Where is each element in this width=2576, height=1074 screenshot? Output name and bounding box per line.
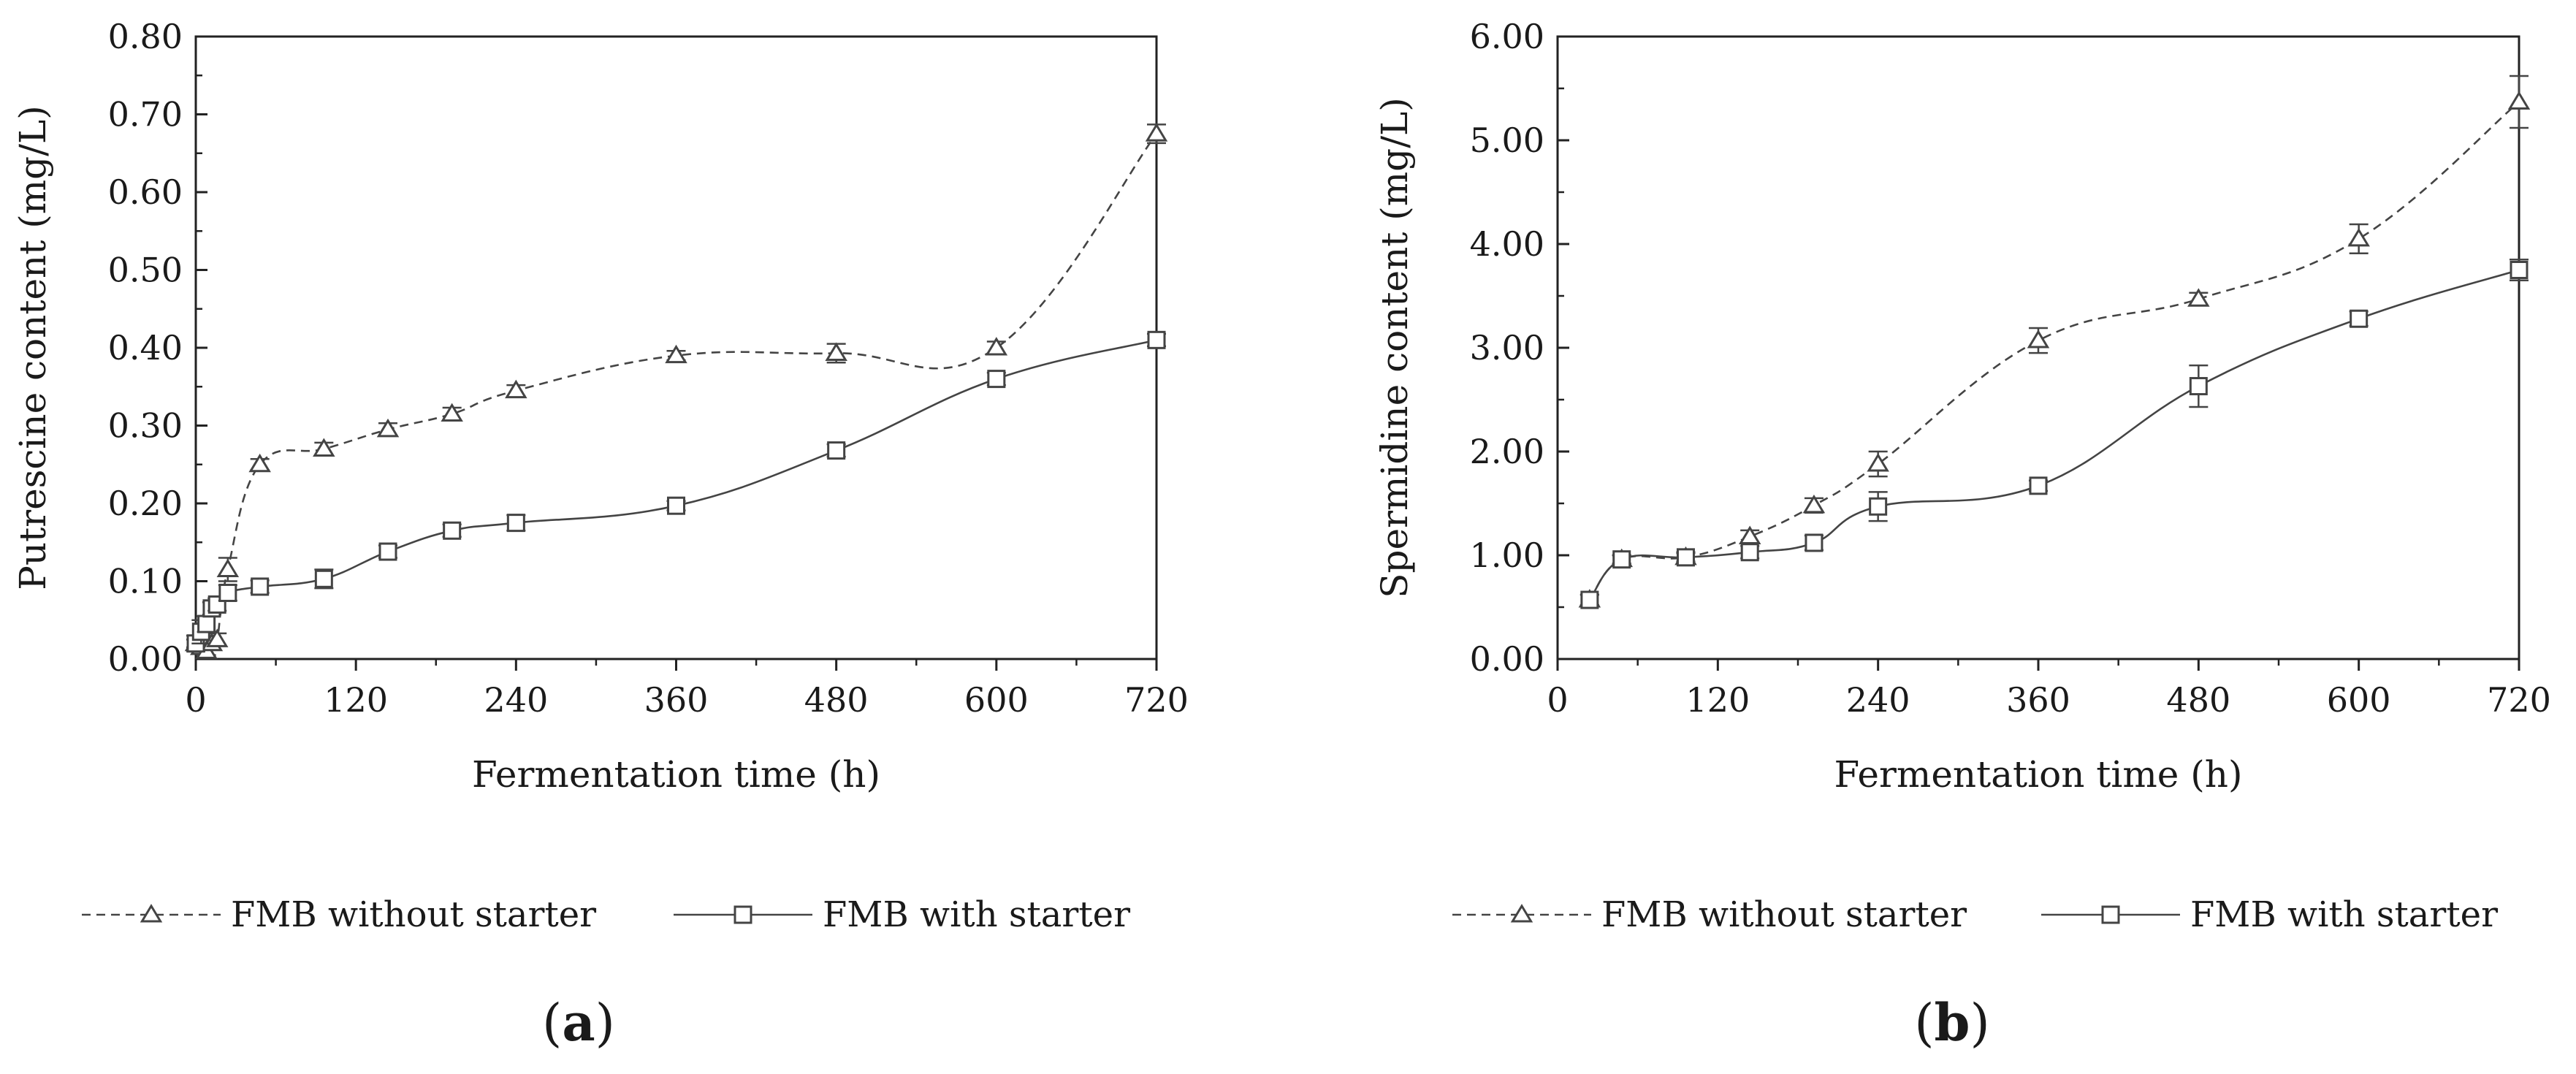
y-tick-label: 2.00 [1470,432,1544,471]
data-point [665,344,687,364]
x-tick-label: 360 [2006,680,2070,720]
data-point [1802,494,1826,514]
panel-label: (a) [542,992,615,1053]
x-tick-label: 240 [484,680,548,720]
chart-panel-a: 0 120 240 360 480 600 720 0.00 0.10 0.20 0.30 0.40 0… [12,17,1189,1053]
y-tick-label: 0.50 [108,251,183,290]
data-point [376,418,400,438]
data-point [1147,330,1166,349]
data-point [2510,261,2529,279]
data-point [987,370,1006,389]
legend-entry: FMB without starter [82,894,596,935]
legend-entry: FMB with starter [2041,894,2498,935]
data-point [827,441,846,460]
data-point [313,438,335,457]
x-tick-label: 600 [2327,680,2391,720]
data-point [985,337,1008,356]
y-tick-label: 0.10 [108,562,183,601]
data-point [1867,453,1889,472]
panel-label: (b) [1914,992,1990,1053]
x-tick-label: 480 [804,680,869,720]
x-tick-label: 0 [1547,680,1568,720]
legend-label: FMB without starter [1601,894,1967,935]
series-line [1588,101,2520,601]
x-tick-label: 120 [1685,680,1750,720]
series-with-starter [186,330,1166,653]
series-without-starter [1578,75,2531,608]
chart-panel-b: 0 120 240 360 480 600 720 0.00 1.00 2.00 3.00 4.00 5… [1373,17,2551,1053]
data-point [1676,548,1695,567]
legend-marker [733,905,752,924]
data-point [2027,330,2050,349]
y-axis-label: Spermidine content (mg/L) [1373,97,1416,598]
legend-marker [140,904,163,923]
data-point [1612,550,1631,569]
x-tick-label: 240 [1846,680,1910,720]
x-axis-label: Fermentation time (h) [472,753,880,796]
y-tick-label: 0.40 [108,328,183,367]
y-tick-label: 0.00 [108,639,183,679]
x-tick-label: 120 [324,680,388,720]
x-tick-label: 360 [644,680,709,720]
data-point [314,569,333,588]
data-point [1740,543,1759,562]
legend-entry: FMB with starter [674,894,1130,935]
y-tick-label: 0.60 [108,172,183,212]
data-point [197,614,216,633]
x-tick-label: 600 [964,680,1029,720]
y-tick-label: 0.00 [1470,639,1544,679]
data-point [2189,377,2208,396]
legend-entry: FMB without starter [1452,894,1967,935]
series-line [1588,269,2520,601]
data-point [1580,590,1599,609]
data-point [2187,288,2210,307]
panel-letter: b [1935,992,1970,1053]
series-line [194,339,1157,644]
legend-label: FMB without starter [231,894,596,935]
series-with-starter [1579,259,2529,609]
legend-marker [2101,905,2120,924]
y-tick-label: 6.00 [1470,17,1544,56]
panel-letter: a [562,992,595,1053]
data-point [2350,309,2369,328]
x-tick-label: 480 [2166,680,2230,720]
y-tick-label: 0.80 [108,17,183,56]
x-axis-label: Fermentation time (h) [1834,753,2242,796]
y-axis-label: Putrescine content (mg/L) [12,105,54,590]
data-point [1869,497,1888,516]
data-point [505,379,527,399]
y-tick-label: 0.20 [108,484,183,523]
data-point [205,628,229,647]
y-tick-label: 3.00 [1470,328,1544,367]
y-tick-label: 4.00 [1470,224,1544,264]
data-point [2029,476,2048,495]
data-point [216,558,240,578]
x-tick-label: 720 [1124,680,1189,720]
data-point [218,583,237,602]
series-without-starter [184,123,1168,659]
data-point [506,514,525,533]
legend-marker [1510,904,1533,923]
legend-label: FMB with starter [2190,894,2498,935]
data-point [1805,533,1824,552]
y-tick-label: 0.70 [108,95,183,134]
data-point [2347,227,2370,247]
data-point [443,521,462,540]
y-tick-label: 5.00 [1470,121,1544,160]
data-point [251,577,270,596]
data-point [248,453,271,473]
legend-label: FMB with starter [823,894,1130,935]
data-point [378,542,397,561]
data-point [441,403,463,422]
data-point [667,496,685,515]
y-tick-label: 0.30 [108,406,183,446]
x-tick-label: 0 [185,680,206,720]
x-tick-label: 720 [2487,680,2551,720]
y-tick-label: 1.00 [1470,536,1544,575]
data-point [2507,91,2531,110]
data-point [1145,123,1168,142]
data-point [825,342,847,361]
